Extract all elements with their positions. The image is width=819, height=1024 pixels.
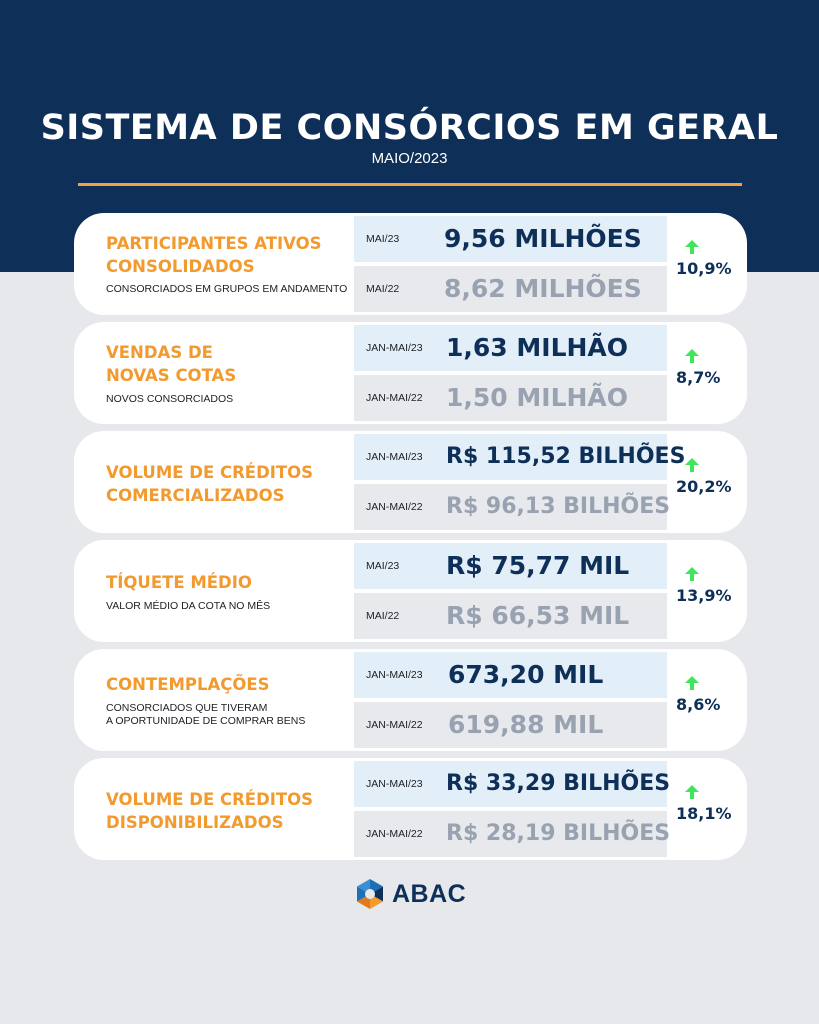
previous-period: MAI/22 [366, 283, 400, 295]
growth-percent: 10,9% [676, 259, 732, 278]
current-value: 673,20 MIL [448, 660, 604, 689]
previous-value: R$ 28,19 BILHÕES [446, 821, 671, 846]
up-arrow-icon [685, 458, 699, 472]
card-volume-disponibilizados: VOLUME DE CRÉDITOS DISPONIBILIZADOS JAN-… [74, 758, 747, 860]
page-subtitle: MAIO/2023 [371, 150, 448, 167]
card-participantes: PARTICIPANTES ATIVOS CONSOLIDADOS CONSOR… [74, 213, 747, 315]
growth-indicator: 8,7% [674, 348, 746, 387]
growth-percent: 18,1% [676, 804, 732, 823]
current-value: R$ 75,77 MIL [446, 551, 630, 580]
up-arrow-icon [685, 567, 699, 581]
header-divider [78, 183, 742, 186]
card-vendas: VENDAS DE NOVAS COTAS NOVOS CONSORCIADOS… [74, 322, 747, 424]
current-value: R$ 115,52 BILHÕES [446, 444, 686, 469]
current-value-box: MAI/23 R$ 75,77 MIL [354, 543, 667, 589]
previous-period: MAI/22 [366, 610, 400, 622]
growth-indicator: 10,9% [674, 239, 746, 278]
previous-value-box: JAN-MAI/22 R$ 96,13 BILHÕES [354, 484, 671, 530]
card-description: CONSORCIADOS QUE TIVERAM A OPORTUNIDADE … [106, 702, 306, 727]
growth-indicator: 13,9% [674, 566, 746, 605]
page-title: SISTEMA DE CONSÓRCIOS EM GERAL [40, 108, 779, 148]
previous-value-box: JAN-MAI/22 1,50 MILHÃO [354, 375, 667, 421]
growth-indicator: 20,2% [674, 457, 746, 496]
logo-text: ABAC [392, 880, 467, 908]
current-period: JAN-MAI/23 [366, 342, 423, 354]
growth-indicator: 18,1% [674, 784, 746, 823]
abac-logo: ABAC [354, 878, 466, 912]
card-title: CONTEMPLAÇÕES [106, 675, 270, 694]
card-tiquete-medio: TÍQUETE MÉDIO VALOR MÉDIO DA COTA NO MÊS… [74, 540, 747, 642]
growth-percent: 8,7% [676, 368, 721, 387]
current-period: MAI/23 [366, 560, 400, 572]
card-volume-comercializados: VOLUME DE CRÉDITOS COMERCIALIZADOS JAN-M… [74, 431, 747, 533]
previous-period: JAN-MAI/22 [366, 828, 423, 840]
up-arrow-icon [685, 676, 699, 690]
previous-period: JAN-MAI/22 [366, 392, 423, 404]
current-value-box: JAN-MAI/23 673,20 MIL [354, 652, 667, 698]
previous-value-box: JAN-MAI/22 R$ 28,19 BILHÕES [354, 811, 671, 857]
card-description: CONSORCIADOS EM GRUPOS EM ANDAMENTO [106, 283, 348, 295]
growth-indicator: 8,6% [674, 675, 746, 714]
previous-value-box: MAI/22 R$ 66,53 MIL [354, 593, 667, 639]
card-title: VOLUME DE CRÉDITOS COMERCIALIZADOS [106, 463, 314, 505]
current-value: 1,63 MILHÃO [446, 333, 629, 362]
previous-value: R$ 96,13 BILHÕES [446, 494, 671, 519]
current-value-box: MAI/23 9,56 MILHÕES [354, 216, 667, 262]
up-arrow-icon [685, 349, 699, 363]
current-value: 9,56 MILHÕES [444, 224, 642, 253]
card-title: TÍQUETE MÉDIO [106, 573, 252, 592]
growth-percent: 8,6% [676, 695, 721, 714]
previous-period: JAN-MAI/22 [366, 719, 423, 731]
card-title: VENDAS DE NOVAS COTAS [106, 343, 237, 385]
previous-value: 8,62 MILHÕES [444, 274, 642, 303]
current-value-box: JAN-MAI/23 R$ 115,52 BILHÕES [354, 434, 685, 480]
current-period: JAN-MAI/23 [366, 669, 423, 681]
card-description: VALOR MÉDIO DA COTA NO MÊS [106, 600, 271, 612]
card-contemplacoes: CONTEMPLAÇÕES CONSORCIADOS QUE TIVERAM A… [74, 649, 747, 751]
card-title: VOLUME DE CRÉDITOS DISPONIBILIZADOS [106, 790, 314, 832]
current-value-box: JAN-MAI/23 1,63 MILHÃO [354, 325, 667, 371]
previous-value: 1,50 MILHÃO [446, 383, 629, 412]
current-period: JAN-MAI/23 [366, 451, 423, 463]
previous-period: JAN-MAI/22 [366, 501, 423, 513]
card-title: PARTICIPANTES ATIVOS CONSOLIDADOS [106, 234, 322, 276]
abac-logo-icon [357, 879, 383, 909]
current-value: R$ 33,29 BILHÕES [446, 771, 671, 796]
growth-percent: 13,9% [676, 586, 732, 605]
previous-value: R$ 66,53 MIL [446, 601, 630, 630]
previous-value-box: JAN-MAI/22 619,88 MIL [354, 702, 667, 748]
growth-percent: 20,2% [676, 477, 732, 496]
up-arrow-icon [685, 785, 699, 799]
previous-value-box: MAI/22 8,62 MILHÕES [354, 266, 667, 312]
card-description: NOVOS CONSORCIADOS [106, 393, 234, 405]
previous-value: 619,88 MIL [448, 710, 604, 739]
up-arrow-icon [685, 240, 699, 254]
current-value-box: JAN-MAI/23 R$ 33,29 BILHÕES [354, 761, 671, 807]
current-period: JAN-MAI/23 [366, 778, 423, 790]
current-period: MAI/23 [366, 233, 400, 245]
